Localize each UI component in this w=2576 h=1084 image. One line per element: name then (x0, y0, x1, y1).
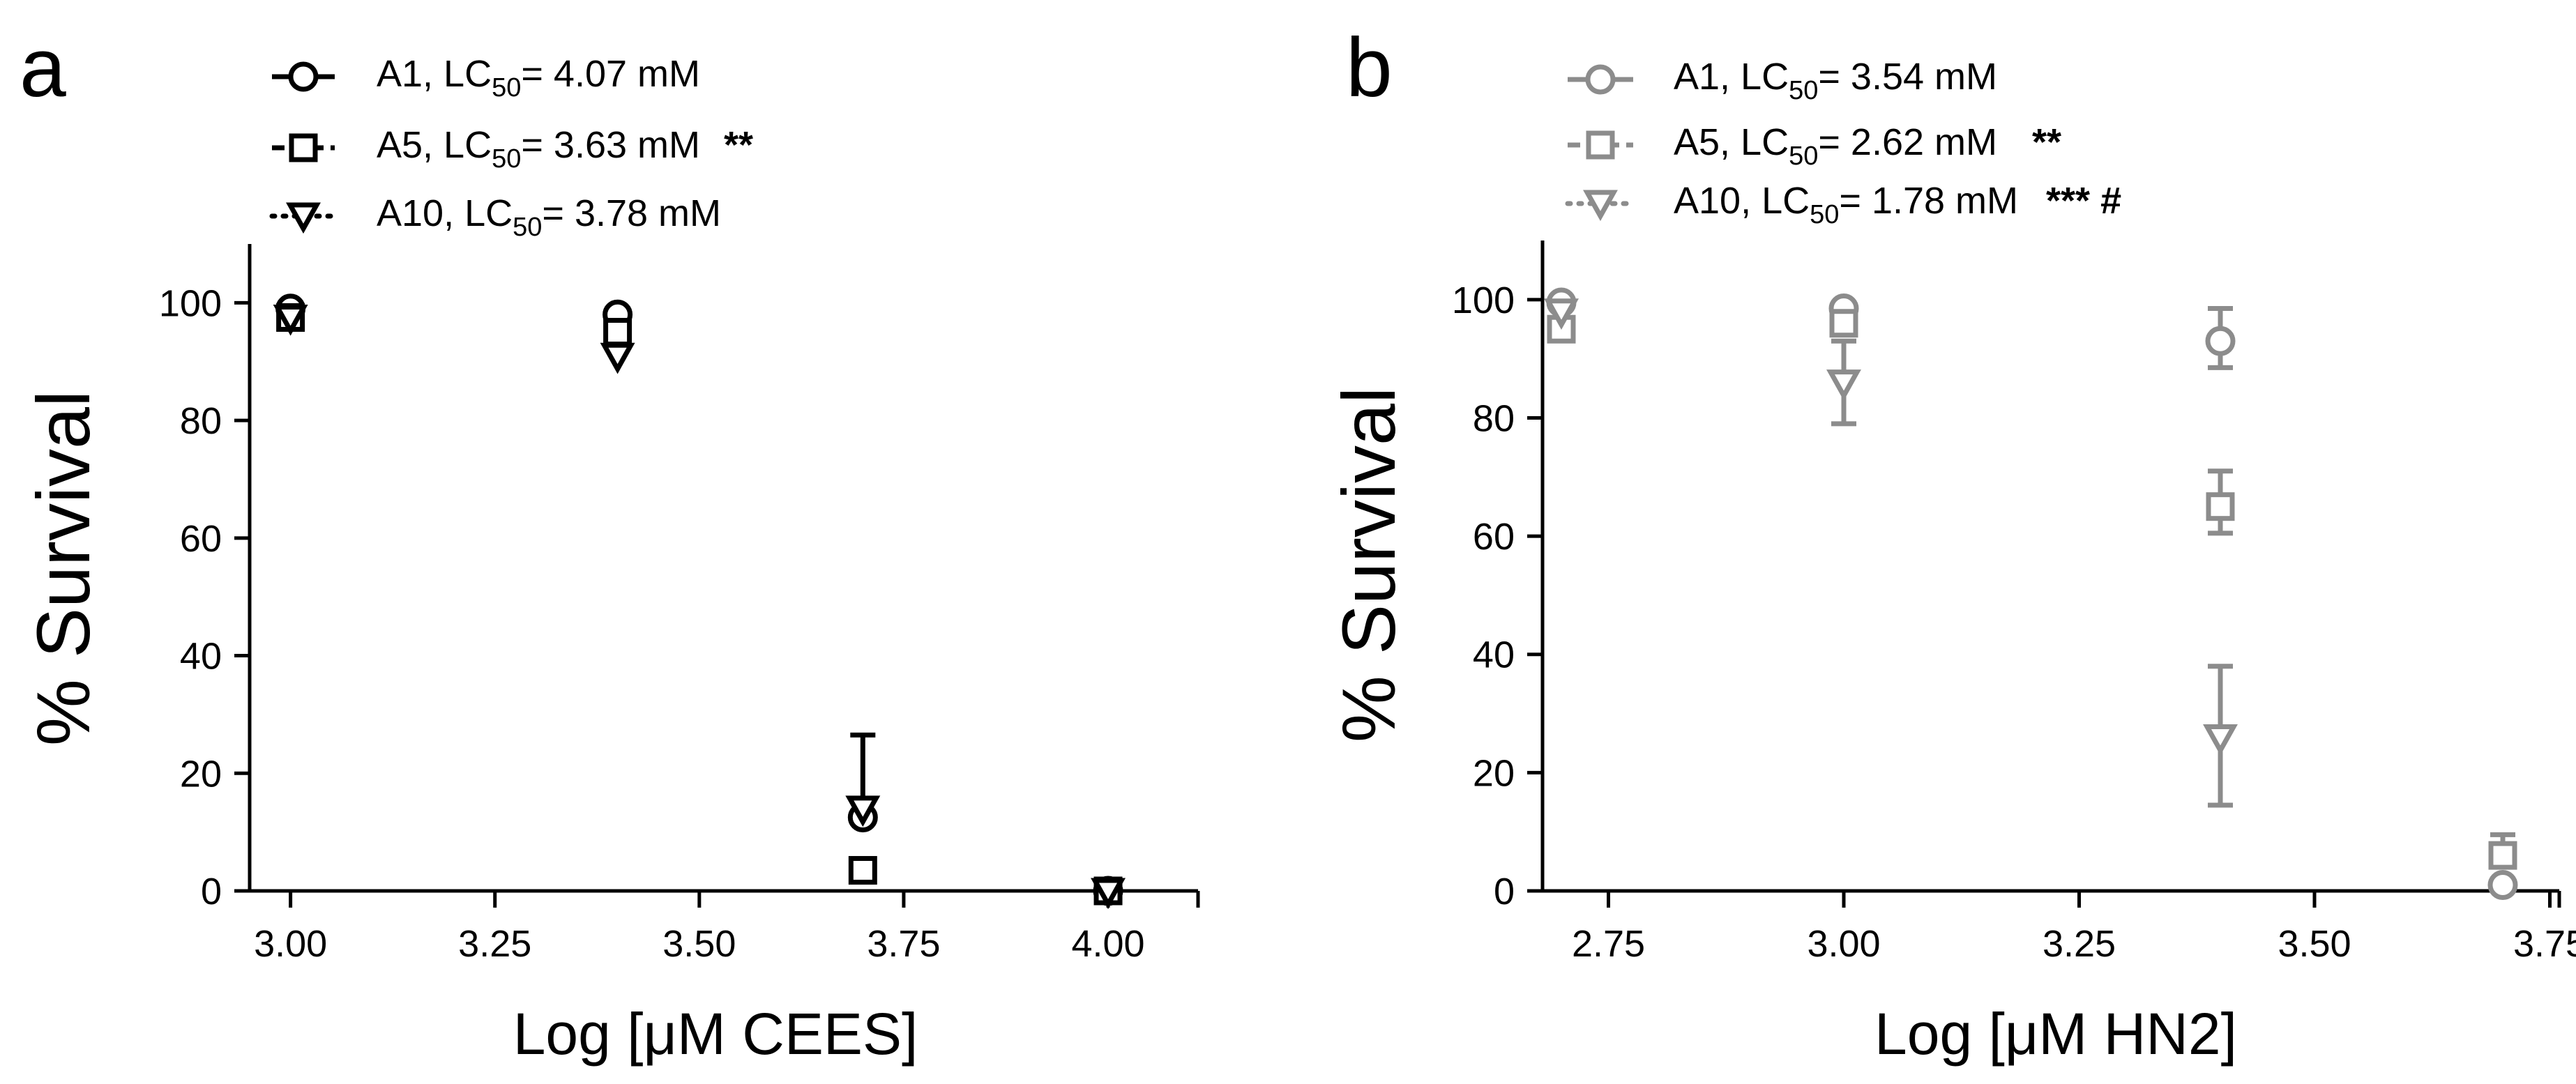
data-point-a5 (2206, 492, 2235, 521)
svg-text:A5, LC50= 3.63 mM**: A5, LC50= 3.63 mM ** (377, 124, 753, 174)
data-point-a10 (2203, 724, 2238, 756)
y-tick-label: 40 (1473, 634, 1515, 676)
panel-a-legend-item-a1: A1, LC50= 4.07 mM (272, 53, 700, 102)
y-tick-label: 80 (180, 400, 222, 442)
data-point-a5 (2488, 841, 2517, 870)
x-tick-label: 3.25 (458, 923, 531, 965)
panel-a-legend-item-a5: A5, LC50= 3.63 mM ** (272, 124, 753, 174)
x-tick-label: 3.25 (2043, 923, 2116, 965)
x-tick-label: 2.75 (1572, 923, 1645, 965)
data-point-a1 (2487, 870, 2518, 901)
y-tick-label: 100 (159, 282, 222, 324)
y-tick-label: 20 (1473, 752, 1515, 794)
panel-b-label: b (1346, 21, 1393, 114)
panel-a-legend: A1, LC50= 4.07 mM A5, LC50= 3.63 mM ** A1… (269, 53, 753, 242)
y-tick-label: 60 (1473, 516, 1515, 558)
data-point-a10 (1826, 369, 1861, 401)
data-point-a10 (1544, 298, 1579, 330)
svg-text:A5, LC50= 2.62 mM**: A5, LC50= 2.62 mM ** (1674, 121, 2061, 171)
svg-text:A10, LC50= 3.78 mM: A10, LC50= 3.78 mM (377, 192, 721, 242)
data-point-a1 (2205, 326, 2236, 356)
x-tick-label: 3.00 (254, 923, 327, 965)
panel-a-plot: 0 20 40 60 80 100 3.00 3.25 3.50 3.75 4.00 (159, 244, 1200, 965)
data-point-a10 (600, 342, 635, 374)
x-tick-label: 4.00 (1071, 923, 1144, 965)
panel-a-y-axis-title: % Survival (21, 390, 105, 746)
y-tick-label: 0 (1494, 871, 1515, 913)
data-point-a5 (1829, 309, 1858, 338)
panel-b-y-axis-title: % Survival (1326, 387, 1411, 742)
x-tick-label: 3.75 (867, 923, 940, 965)
y-tick-label: 20 (180, 753, 222, 795)
panel-b-legend-item-a1: A1, LC50= 3.54 mM (1568, 56, 1997, 105)
x-tick-label: 3.00 (1807, 923, 1880, 965)
panel-a: a A1, LC50= 4.07 mM A5, LC50= 3.63 mM ** … (20, 21, 1200, 1067)
panel-a-label: a (20, 21, 66, 114)
y-tick-label: 60 (180, 518, 222, 560)
panel-b-legend: A1, LC50= 3.54 mM A5, LC50= 2.62 mM ** A1… (1565, 56, 2121, 229)
svg-text:A10, LC50= 1.78 mM*** #: A10, LC50= 1.78 mM *** # (1674, 180, 2121, 229)
y-tick-label: 0 (201, 871, 222, 913)
y-tick-label: 80 (1473, 397, 1515, 439)
data-point-a5 (603, 318, 632, 347)
x-tick-label: 3.50 (662, 923, 736, 965)
data-point-a10 (273, 304, 308, 336)
panel-b-legend-item-a5: A5, LC50= 2.62 mM ** (1568, 121, 2061, 171)
panel-b-plot: 0 20 40 60 80 100 2.75 3.00 3.25 3.50 3.75 (1452, 241, 2576, 965)
panel-a-x-axis-title: Log [μM CEES] (513, 1001, 918, 1067)
panel-b-legend-item-a10: A10, LC50= 1.78 mM *** # (1565, 180, 2121, 229)
data-point-a10 (1091, 878, 1126, 910)
x-tick-label: 3.75 (2513, 923, 2576, 965)
panel-a-legend-item-a10: A10, LC50= 3.78 mM (269, 192, 721, 242)
data-point-a10 (845, 795, 881, 827)
y-tick-label: 100 (1452, 280, 1515, 321)
panel-b-x-axis-title: Log [μM HN2] (1874, 1001, 2237, 1067)
y-tick-label: 40 (180, 636, 222, 678)
data-point-a5 (848, 855, 877, 885)
x-tick-label: 3.50 (2278, 923, 2351, 965)
svg-text:A1, LC50= 4.07 mM: A1, LC50= 4.07 mM (377, 53, 700, 102)
panel-b: b A1, LC50= 3.54 mM A5, LC50= 2.62 mM ** … (1326, 21, 2576, 1067)
svg-text:A1, LC50= 3.54 mM: A1, LC50= 3.54 mM (1674, 56, 1997, 105)
